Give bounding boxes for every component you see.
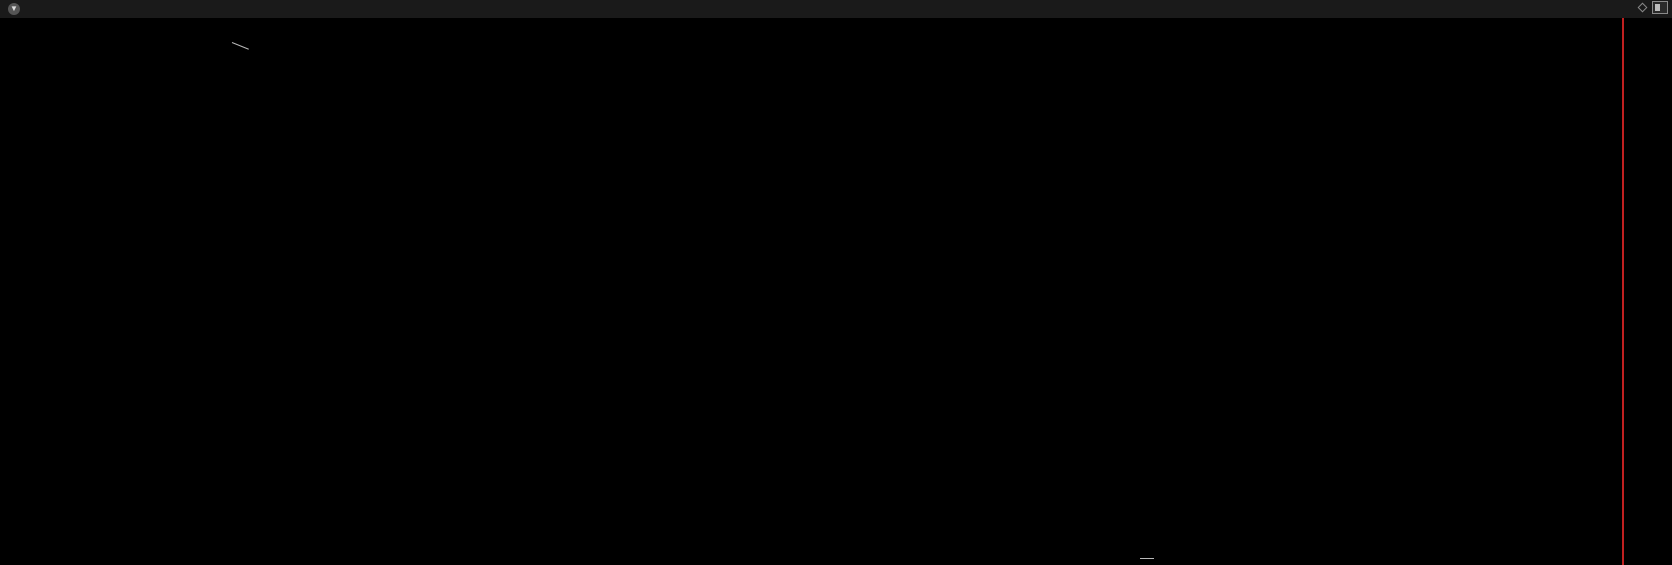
panel-toggle-icon[interactable] [1652, 1, 1668, 14]
trough-leader-line [1140, 558, 1154, 559]
diamond-icon[interactable] [1637, 2, 1648, 13]
price-axis-line [1622, 18, 1624, 565]
header-right-controls [1637, 1, 1668, 14]
chart-plot-area[interactable] [0, 18, 1622, 565]
chevron-down-circle-icon[interactable]: ▼ [8, 3, 20, 15]
chart-header-bar: ▼ [0, 0, 1672, 18]
price-series-svg [0, 18, 1622, 565]
price-axis[interactable] [1622, 18, 1672, 565]
